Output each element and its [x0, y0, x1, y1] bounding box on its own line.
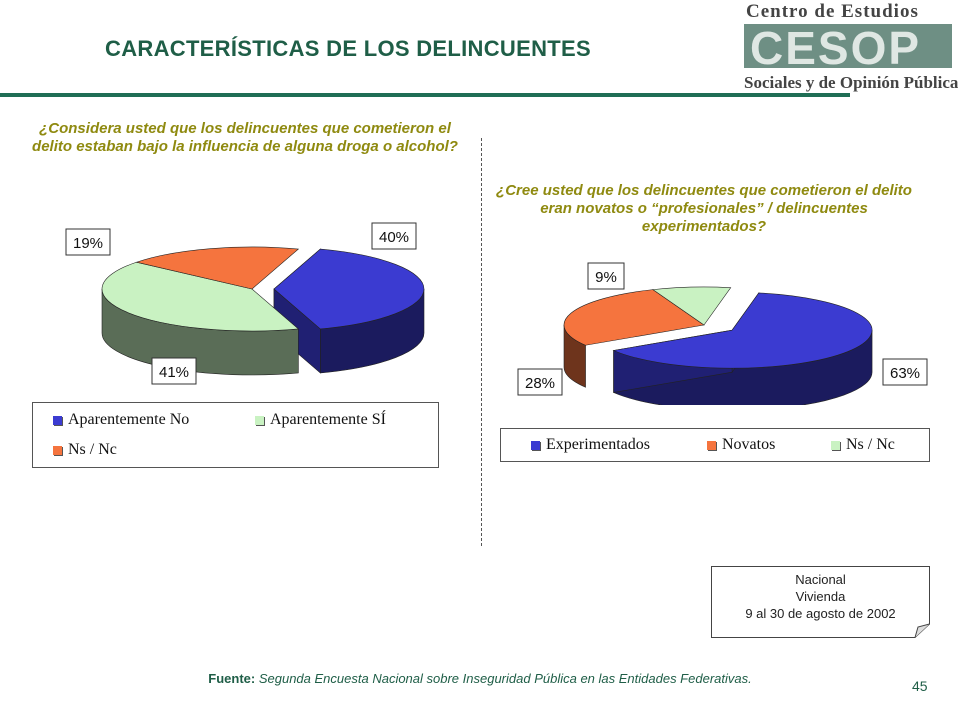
- data-label-box: [371, 222, 417, 250]
- legend-item-novatos: Novatos: [707, 436, 775, 454]
- pie-slice-ns-nc: [135, 246, 300, 290]
- legend-label: Ns / Nc: [846, 436, 895, 453]
- pie-slice-ns-nc: [652, 286, 732, 326]
- pie-slice-experimentados: [612, 292, 873, 369]
- cesop-logo: Centro de Estudios CESOP Sociales y de O…: [744, 1, 958, 92]
- logo-line2: Sociales y de Opinión Pública: [744, 73, 958, 92]
- data-label-ns-nc: 19%: [73, 235, 103, 252]
- data-label-box: [65, 228, 111, 256]
- legend-label: Aparentemente No: [68, 411, 190, 428]
- legend-item-aparentemente-si: Aparentemente SÍ: [255, 411, 386, 429]
- page-title: CARACTERÍSTICAS DE LOS DELINCUENTES: [105, 36, 591, 61]
- data-label-box: [517, 368, 563, 396]
- pie-slice-aparentemente-si: [101, 261, 300, 332]
- pie-chart-experience: 63% 28% 9%: [517, 262, 928, 405]
- legend-swatch: [831, 440, 840, 450]
- data-label-novatos: 28%: [525, 375, 555, 392]
- pie-chart-drugs: 40% 41% 19%: [65, 222, 425, 385]
- source-note: Fuente: Segunda Encuesta Nacional sobre …: [180, 670, 780, 687]
- data-label-ns-nc: 9%: [595, 269, 617, 286]
- survey-dates: 9 al 30 de agosto de 2002: [745, 606, 896, 621]
- data-label-aparentemente-si: 41%: [159, 364, 189, 381]
- legend-label: Experimentados: [546, 436, 650, 453]
- legend-chart2: Experimentados Novatos Ns / Nc: [500, 428, 930, 462]
- legend-swatch: [531, 440, 540, 450]
- pie-slice-aparentemente-no: [273, 248, 425, 330]
- pie-slice-novatos: [563, 289, 705, 346]
- page-number: 45: [912, 678, 928, 694]
- legend-swatch: [255, 415, 264, 425]
- legend-item-experimentados: Experimentados: [531, 436, 650, 454]
- legend-label: Aparentemente SÍ: [270, 411, 386, 428]
- legend-swatch: [53, 415, 62, 425]
- column-divider: [481, 138, 482, 546]
- legend-chart1: Aparentemente No Aparentemente SÍ Ns / N…: [32, 402, 439, 468]
- source-label: Fuente:: [208, 671, 256, 686]
- data-label-box: [587, 262, 625, 290]
- legend-swatch: [707, 440, 716, 450]
- header-rule: [0, 93, 850, 97]
- logo-line1: Centro de Estudios: [746, 1, 919, 22]
- legend-swatch: [53, 445, 62, 455]
- legend-label: Novatos: [722, 436, 776, 453]
- logo-mark: CESOP: [750, 22, 921, 74]
- data-label-box: [151, 357, 197, 385]
- chart1-question: ¿Considera usted que los delincuentes qu…: [32, 120, 458, 155]
- data-label-aparentemente-no: 40%: [379, 229, 409, 246]
- legend-item-ns-nc: Ns / Nc: [53, 441, 117, 459]
- legend-label: Ns / Nc: [68, 441, 117, 458]
- legend-item-ns-nc: Ns / Nc: [831, 436, 895, 454]
- data-label-box: [882, 358, 928, 386]
- source-text: Segunda Encuesta Nacional sobre Inseguri…: [258, 671, 752, 686]
- chart2-question: ¿Cree usted que los delincuentes que com…: [496, 182, 912, 235]
- survey-info-note: [711, 566, 930, 638]
- survey-place: Vivienda: [795, 589, 846, 604]
- survey-info-text: Nacional Vivienda 9 al 30 de agosto de 2…: [711, 571, 930, 622]
- data-label-experimentados: 63%: [890, 365, 920, 382]
- legend-item-aparentemente-no: Aparentemente No: [53, 411, 189, 429]
- survey-scope: Nacional: [795, 572, 846, 587]
